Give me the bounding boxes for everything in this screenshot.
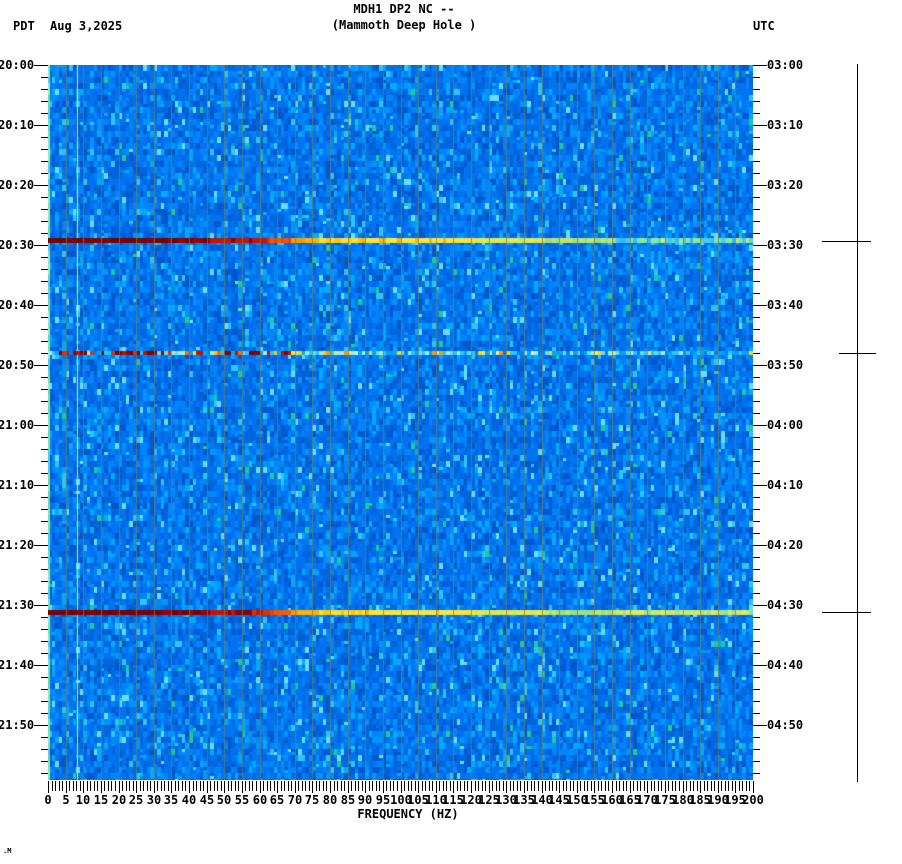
left-axis-label: 20:10 [0, 118, 35, 132]
plot-title: MDH1 DP2 NC -- [353, 2, 455, 16]
x-axis-tick-label: 95 [375, 793, 391, 807]
timezone-left-label: PDT [13, 19, 35, 33]
x-axis-tick-label: 130 [495, 793, 517, 807]
spectrogram-heatmap [48, 65, 753, 780]
x-axis-tick-label: 200 [742, 793, 764, 807]
x-axis-tick-label: 55 [234, 793, 250, 807]
plot-subtitle: (Mammoth Deep Hole ) [331, 18, 477, 32]
right-axis-label: 04:50 [767, 718, 804, 732]
x-axis-tick-label: 65 [269, 793, 285, 807]
x-axis-tick-label: 175 [654, 793, 676, 807]
x-axis-tick-label: 100 [390, 793, 412, 807]
x-axis-tick-label: 170 [636, 793, 658, 807]
right-axis-label: 04:10 [767, 478, 804, 492]
left-axis-label: 20:30 [0, 238, 35, 252]
right-axis-label: 04:30 [767, 598, 804, 612]
x-axis-tick-label: 135 [513, 793, 535, 807]
date-label: Aug 3,2025 [50, 19, 123, 33]
right-axis-label: 03:50 [767, 358, 804, 372]
x-axis-tick-label: 105 [407, 793, 429, 807]
x-axis-tick-label: 75 [304, 793, 320, 807]
x-axis-tick-label: 160 [601, 793, 623, 807]
left-axis-label: 20:00 [0, 58, 35, 72]
x-axis-tick-label: 50 [216, 793, 232, 807]
x-axis-tick-label: 165 [619, 793, 641, 807]
x-axis-tick-label: 140 [531, 793, 553, 807]
left-axis-label: 21:30 [0, 598, 35, 612]
x-axis-tick-label: 45 [199, 793, 215, 807]
x-axis-tick-label: 155 [583, 793, 605, 807]
corner-mark: .M [3, 847, 12, 855]
right-axis-label: 03:30 [767, 238, 804, 252]
x-axis-tick-label: 40 [181, 793, 197, 807]
left-axis-label: 21:20 [0, 538, 35, 552]
timezone-right-label: UTC [753, 19, 775, 33]
x-axis-tick-label: 125 [478, 793, 500, 807]
right-axis-label: 04:20 [767, 538, 804, 552]
right-axis-label: 03:00 [767, 58, 804, 72]
x-axis-tick-label: 115 [442, 793, 464, 807]
x-axis-tick-label: 70 [287, 793, 303, 807]
x-axis-tick-label: 60 [252, 793, 268, 807]
right-axis-label: 03:40 [767, 298, 804, 312]
right-axis-label: 04:40 [767, 658, 804, 672]
x-axis-tick-label: 85 [340, 793, 356, 807]
right-axis-label: 03:20 [767, 178, 804, 192]
x-axis-tick-label: 80 [322, 793, 338, 807]
x-axis-tick-label: 25 [128, 793, 144, 807]
left-axis-label: 21:50 [0, 718, 35, 732]
x-axis-tick-label: 20 [111, 793, 127, 807]
left-axis-label: 21:00 [0, 418, 35, 432]
x-axis-tick-label: 15 [93, 793, 109, 807]
x-axis-title: FREQUENCY (HZ) [357, 807, 459, 821]
x-axis-tick-label: 90 [357, 793, 373, 807]
x-axis-tick-label: 120 [460, 793, 482, 807]
x-axis-tick-label: 35 [163, 793, 179, 807]
x-axis-tick-label: 145 [548, 793, 570, 807]
x-axis-tick-label: 0 [44, 793, 52, 807]
left-axis-label: 20:50 [0, 358, 35, 372]
left-axis-label: 20:40 [0, 298, 35, 312]
x-axis-tick-label: 180 [672, 793, 694, 807]
x-axis-tick-label: 185 [689, 793, 711, 807]
left-axis-label: 21:40 [0, 658, 35, 672]
x-axis-tick-label: 150 [566, 793, 588, 807]
right-axis-label: 03:10 [767, 118, 804, 132]
x-axis-tick-label: 5 [62, 793, 70, 807]
x-axis-tick-label: 190 [707, 793, 729, 807]
x-axis-tick-label: 195 [724, 793, 746, 807]
x-axis-tick-label: 110 [425, 793, 447, 807]
left-axis-label: 20:20 [0, 178, 35, 192]
x-axis-tick-label: 10 [75, 793, 91, 807]
x-axis-tick-label: 30 [146, 793, 162, 807]
right-axis-label: 04:00 [767, 418, 804, 432]
left-axis-label: 21:10 [0, 478, 35, 492]
